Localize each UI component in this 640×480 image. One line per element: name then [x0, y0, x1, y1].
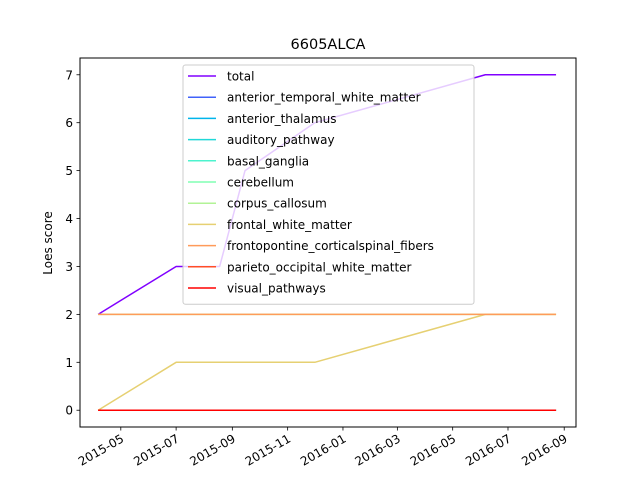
- y-axis-title: Loes score: [41, 211, 55, 275]
- series-line-frontal_white_matter: [97, 313, 557, 411]
- x-tick-label: 2015-09: [187, 431, 237, 468]
- x-tick-label: 2015-11: [243, 431, 293, 468]
- legend-label-frontopontine_corticalspinal_fibers: frontopontine_corticalspinal_fibers: [227, 239, 434, 253]
- series-lines: [97, 74, 557, 411]
- y-tick-label: 0: [65, 404, 73, 418]
- x-tick-label: 2016-09: [519, 431, 569, 468]
- y-tick-label: 4: [65, 212, 73, 226]
- y-tick-label: 2: [65, 308, 73, 322]
- legend-label-visual_pathways: visual_pathways: [227, 282, 326, 296]
- legend-label-basal_ganglia: basal_ganglia: [227, 154, 309, 168]
- x-tick-label: 2015-05: [76, 431, 126, 468]
- legend-label-anterior_thalamus: anterior_thalamus: [227, 112, 337, 126]
- legend-label-corpus_callosum: corpus_callosum: [227, 197, 327, 211]
- legend-label-frontal_white_matter: frontal_white_matter: [227, 218, 352, 232]
- x-tick-label: 2016-03: [352, 431, 402, 468]
- legend-label-cerebellum: cerebellum: [227, 176, 294, 190]
- legend-label-total: total: [227, 70, 254, 84]
- x-tick-label: 2015-07: [131, 431, 181, 468]
- x-axis: 2015-05 2015-07 2015-09 2015-11 2016-01 2016-…: [76, 427, 570, 469]
- y-tick-label: 3: [65, 260, 73, 274]
- legend-box: [182, 64, 475, 305]
- x-tick-label: 2016-01: [298, 431, 348, 468]
- y-axis: 0 1 2 3 4 5 6 7: [65, 68, 80, 418]
- y-tick-label: 7: [65, 68, 73, 82]
- legend: total anterior_temporal_white_matteranter…: [182, 64, 475, 305]
- x-tick-label: 2016-07: [463, 431, 513, 468]
- legend-label-auditory_pathway: auditory_pathway: [227, 133, 335, 147]
- plot-area-frame: [79, 57, 577, 428]
- y-tick-label: 6: [65, 116, 73, 130]
- x-tick-label: 2016-05: [408, 431, 458, 468]
- legend-label-anterior_temporal_white_matter: anterior_temporal_white_matter: [227, 91, 421, 105]
- chart-title: 6605ALCA: [291, 37, 366, 53]
- y-tick-label: 5: [65, 164, 73, 178]
- y-tick-label: 1: [65, 356, 73, 370]
- legend-label-parieto_occipital_white_matter: parieto_occipital_white_matter: [227, 260, 412, 274]
